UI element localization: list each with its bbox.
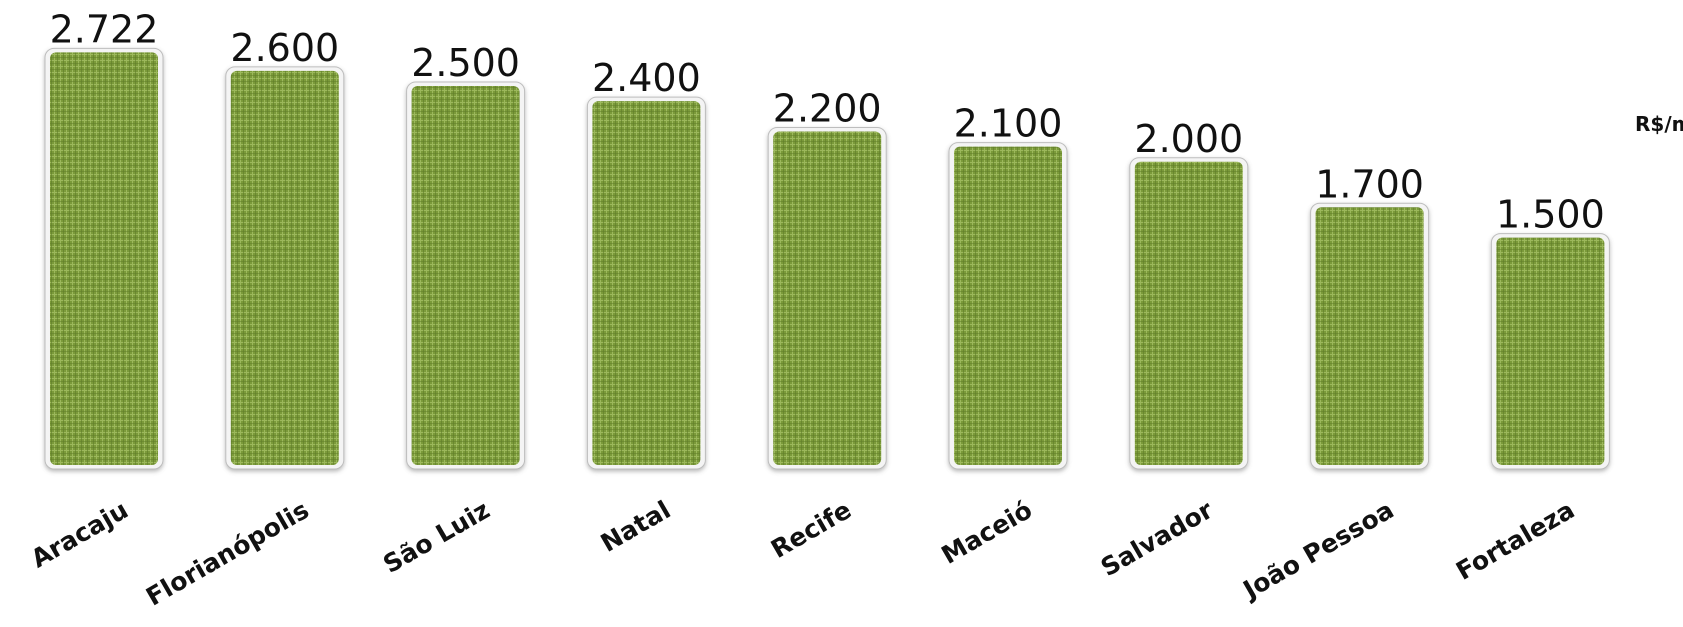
bar-sao-luiz xyxy=(411,86,520,465)
value-label-fortaleza: 1.500 xyxy=(1496,193,1605,237)
value-label-aracaju: 2.722 xyxy=(50,7,159,51)
bar-recife xyxy=(773,131,882,466)
category-label-maceio: Maceió xyxy=(937,495,1037,570)
value-label-joao-pessoa: 1.700 xyxy=(1315,162,1424,206)
bar-fortaleza xyxy=(1496,237,1605,465)
category-label-sao-luiz: São Luiz xyxy=(378,495,494,579)
bar-florianopolis xyxy=(230,70,339,465)
bar-salvador xyxy=(1134,161,1243,466)
value-label-natal: 2.400 xyxy=(592,56,701,100)
bar-aracaju xyxy=(50,52,158,466)
category-label-salvador: Salvador xyxy=(1096,495,1218,582)
category-label-aracaju: Aracaju xyxy=(26,495,133,573)
unit-text: R$/m2 xyxy=(1635,108,1683,136)
category-label-joao-pessoa: João Pessoa xyxy=(1237,495,1399,605)
value-label-salvador: 2.000 xyxy=(1134,117,1243,161)
value-label-recife: 2.200 xyxy=(773,86,882,130)
value-label-sao-luiz: 2.500 xyxy=(411,41,520,85)
unit-label: R$/m2 xyxy=(1635,108,1683,136)
value-label-maceio: 2.100 xyxy=(954,102,1063,146)
category-label-florianopolis: Florianópolis xyxy=(141,495,314,611)
bar-natal xyxy=(592,101,701,465)
category-label-recife: Recife xyxy=(766,495,856,564)
bar-joao-pessoa xyxy=(1315,207,1424,465)
unit-base: R$/m xyxy=(1635,112,1683,136)
bar-maceio xyxy=(954,146,1062,465)
category-label-natal: Natal xyxy=(596,495,676,558)
category-label-fortaleza: Fortaleza xyxy=(1451,495,1579,586)
bars-layer xyxy=(44,47,1610,470)
value-label-florianopolis: 2.600 xyxy=(230,26,339,70)
